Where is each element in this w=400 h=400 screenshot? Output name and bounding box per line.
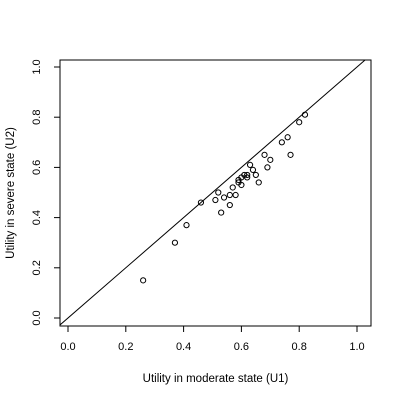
x-tick-label: 0.8 [292,341,307,353]
data-point [216,190,221,195]
x-tick-label: 0.0 [60,341,75,353]
data-point [219,210,224,215]
data-point [213,197,218,202]
data-point [230,185,235,190]
data-point [288,152,293,157]
y-axis: 0.0 0.2 0.4 0.6 0.8 1.0 [31,59,60,325]
y-tick-label: 0.2 [31,260,43,275]
data-point [256,180,261,185]
data-point [268,157,273,162]
data-point [221,195,226,200]
data-point [184,223,189,228]
data-point [227,202,232,207]
data-point [279,140,284,145]
data-point [285,135,290,140]
data-point [141,278,146,283]
data-points-group [141,112,308,283]
data-point [265,165,270,170]
data-point [227,192,232,197]
y-axis-title: Utility in severe state (U2) [5,127,17,259]
x-axis-title: Utility in moderate state (U1) [143,373,289,385]
data-point [172,240,177,245]
identity-reference-line [39,42,386,343]
y-tick-label: 0.6 [31,160,43,175]
data-point [247,162,252,167]
x-tick-label: 0.6 [234,341,249,353]
data-point [253,172,258,177]
y-tick-label: 0.0 [31,310,43,325]
x-tick-label: 1.0 [349,341,364,353]
data-point [250,167,255,172]
x-tick-label: 0.2 [118,341,133,353]
data-point [262,152,267,157]
data-point [302,112,307,117]
y-tick-label: 0.4 [31,210,43,225]
y-tick-label: 1.0 [31,59,43,74]
x-axis: 0.0 0.2 0.4 0.6 0.8 1.0 [60,326,364,353]
x-tick-label: 0.4 [176,341,191,353]
y-tick-label: 0.8 [31,110,43,125]
data-point [297,120,302,125]
data-point [233,192,238,197]
